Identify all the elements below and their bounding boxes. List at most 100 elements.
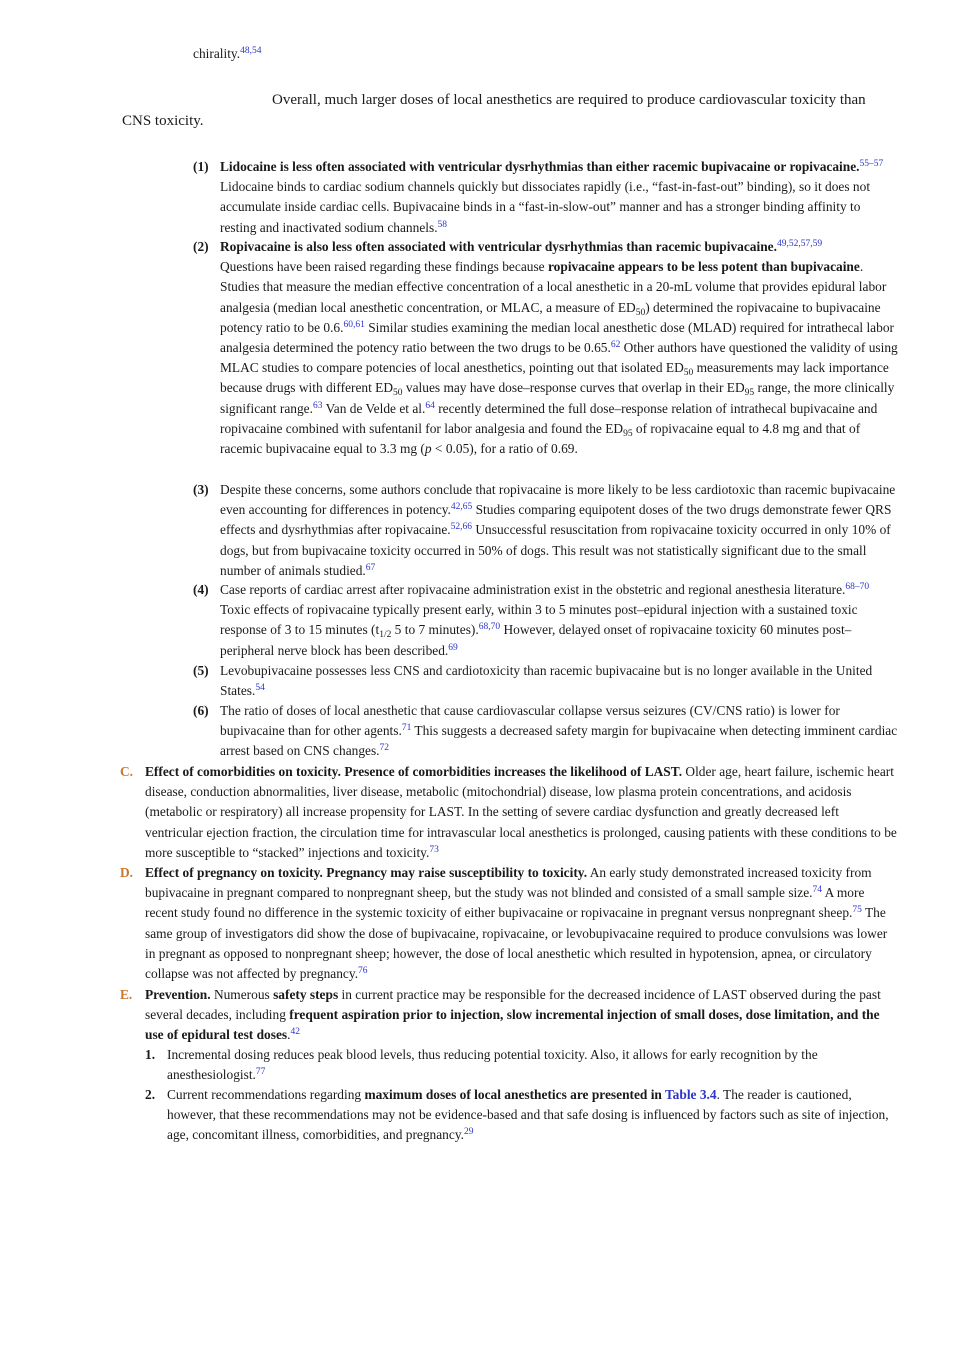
citation[interactable]: 64 (425, 400, 435, 411)
list-item-body: Current recommendations regarding maximu… (167, 1085, 900, 1146)
overall-paragraph: Overall, much larger doses of local anes… (122, 90, 892, 132)
citation[interactable]: 69 (448, 642, 458, 653)
citation[interactable]: 73 (429, 844, 439, 855)
chirality-text: chirality. (193, 46, 241, 61)
text-run: A more recent study found no difference … (145, 885, 865, 921)
text-run: Levobupivacaine possesses less CNS and c… (220, 663, 873, 699)
list-item-body: Incremental dosing reduces peak blood le… (167, 1045, 900, 1085)
citation[interactable]: 55–57 (859, 159, 884, 169)
citation[interactable]: 52,66 (450, 522, 473, 533)
text-run: Similar studies examining the median loc… (220, 319, 894, 356)
table-link[interactable]: Table 3.4 (664, 1087, 717, 1102)
text-run: of ropivacaine equal to 4.8 mg and that … (220, 420, 861, 457)
section-letter: D. (120, 865, 134, 880)
list-item-body: Lidocaine is less often associated with … (220, 157, 898, 238)
text-run: Toxic effects of ropivacaine typically p… (220, 602, 858, 638)
text-run: . (287, 1027, 291, 1043)
text-run: Other authors have questioned the validi… (220, 340, 898, 376)
text-run: Case reports of cardiac arrest after rop… (220, 582, 846, 597)
list-item-4: (4) Case reports of cardiac arrest after… (193, 580, 898, 661)
section-letter: E. (120, 987, 133, 1002)
section-body: Prevention. Numerous safety steps in cur… (145, 985, 900, 1046)
list-item-body: Ropivacaine is also less often associate… (220, 237, 898, 459)
citation[interactable]: 74 (812, 885, 823, 896)
list-number: (1) (193, 159, 209, 174)
subscript: 1/2 (379, 630, 392, 641)
citation[interactable]: 29 (464, 1127, 474, 1138)
citation[interactable]: 54 (255, 683, 265, 694)
citation[interactable]: 77 (255, 1067, 266, 1078)
text-run: Studies comparing equipotent doses of th… (220, 502, 892, 538)
list-item-3: (3) Despite these concerns, some authors… (193, 480, 898, 581)
text-run: However, delayed onset of ropivacaine to… (220, 622, 852, 658)
section-body: Effect of comorbidities on toxicity. Pre… (145, 762, 900, 863)
text-run: The same group of investigators did show… (145, 905, 888, 982)
citation[interactable]: 49,52,57,59 (776, 239, 823, 249)
section-heading: Prevention. (145, 987, 211, 1002)
citation[interactable]: 72 (379, 743, 390, 754)
overall-text: Overall, much larger doses of local anes… (122, 92, 866, 129)
text-run: in current practice may be responsible f… (145, 987, 881, 1023)
citation[interactable]: 67 (365, 562, 376, 573)
list-item-2: (2) Ropivacaine is also less often assoc… (193, 237, 898, 459)
citation[interactable]: 63 (312, 400, 323, 411)
text-run: Van de Velde et al. (322, 400, 426, 416)
citation[interactable]: 42,65 (450, 502, 473, 513)
section-e: E. Prevention. Numerous safety steps in … (120, 985, 900, 1046)
bold-run: maximum doses of local anesthetics are p… (364, 1087, 665, 1102)
text-run: measurements may lack importance because… (220, 360, 889, 396)
text-run: . Studies that measure the median effect… (220, 259, 887, 315)
list-item-heading: Lidocaine is less often associated with … (220, 159, 860, 174)
text-run: Older age, heart failure, ischemic heart… (145, 764, 897, 860)
citation[interactable]: 68,70 (478, 622, 501, 633)
citation[interactable]: 76 (358, 966, 368, 977)
citation[interactable]: 71 (401, 723, 412, 734)
section-d: D. Effect of pregnancy on toxicity. Preg… (120, 863, 900, 984)
subscript: 50 (683, 368, 694, 379)
text-run: < 0.05), for a ratio of 0.69. (431, 441, 578, 457)
text-run: values may have dose–response curves tha… (402, 380, 745, 396)
list-number: 1. (145, 1047, 156, 1062)
prevention-item-2: 2. Current recommendations regarding max… (145, 1085, 900, 1146)
italic-p: p (424, 441, 432, 457)
list-item-text: Lidocaine binds to cardiac sodium channe… (220, 179, 871, 235)
section-heading: Effect of comorbidities on toxicity. Pre… (145, 764, 683, 779)
list-number: (5) (193, 663, 209, 678)
citation[interactable]: 60,61 (343, 319, 365, 330)
text-run: An early study demonstrated increased to… (145, 865, 872, 901)
text-run: This suggests a decreased safety margin … (220, 723, 898, 759)
section-body: Effect of pregnancy on toxicity. Pregnan… (145, 863, 900, 984)
citation[interactable]: 62 (610, 340, 621, 351)
citation[interactable]: 68–70 (845, 582, 870, 592)
list-item-5: (5) Levobupivacaine possesses less CNS a… (193, 661, 898, 701)
list-item-body: The ratio of doses of local anesthetic t… (220, 701, 898, 762)
subscript: 50 (635, 307, 646, 318)
list-item-heading: Ropivacaine is also less often associate… (220, 239, 777, 254)
list-item-body: Case reports of cardiac arrest after rop… (220, 580, 898, 661)
citation[interactable]: 48,54 (240, 46, 262, 56)
list-item-6: (6) The ratio of doses of local anesthet… (193, 701, 898, 762)
bold-run: ropivacaine appears to be less potent th… (547, 259, 860, 275)
citation[interactable]: 75 (852, 905, 862, 916)
citation[interactable]: 42 (290, 1027, 300, 1038)
bold-run: safety steps (273, 987, 339, 1002)
text-run: Despite these concerns, some authors con… (220, 482, 896, 518)
citation[interactable]: 58 (437, 219, 448, 230)
prevention-item-1: 1. Incremental dosing reduces peak blood… (145, 1045, 900, 1085)
list-number: (2) (193, 239, 209, 254)
section-c: C. Effect of comorbidities on toxicity. … (120, 762, 900, 863)
list-number: (3) (193, 482, 209, 497)
text-run: The ratio of doses of local anesthetic t… (220, 703, 840, 739)
section-heading: Effect of pregnancy on toxicity. Pregnan… (145, 865, 588, 880)
text-run: Current recommendations regarding (167, 1087, 365, 1102)
text-run: ) determined the ropivacaine to bupivaca… (220, 299, 881, 335)
subscript: 50 (393, 388, 403, 399)
text-run: Unsuccessful resuscitation from ropivaca… (220, 522, 891, 578)
list-item-body: Despite these concerns, some authors con… (220, 480, 898, 581)
text-run: Incremental dosing reduces peak blood le… (167, 1047, 818, 1083)
subscript: 95 (744, 388, 755, 399)
text-run: Numerous (210, 987, 274, 1002)
text-run: recently determined the full dose–respon… (220, 400, 878, 436)
text-run: . The reader is cautioned, however, that… (167, 1087, 889, 1143)
